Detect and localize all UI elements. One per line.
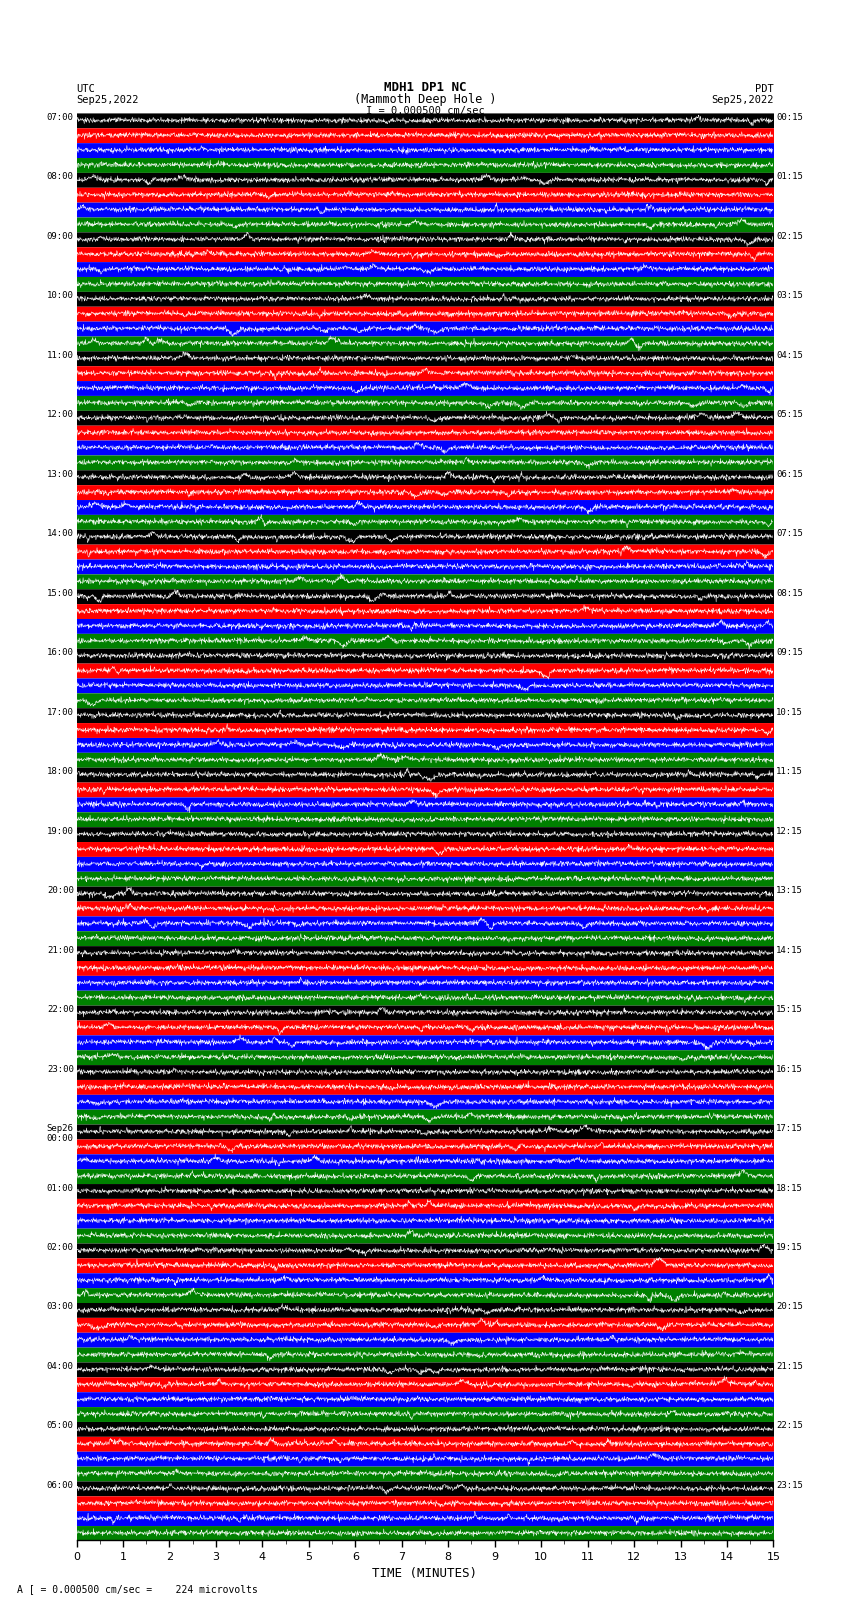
Text: I = 0.000500 cm/sec: I = 0.000500 cm/sec xyxy=(366,106,484,116)
Text: UTC: UTC xyxy=(76,84,95,94)
Text: Sep25,2022: Sep25,2022 xyxy=(711,95,774,105)
Text: A [ = 0.000500 cm/sec =    224 microvolts: A [ = 0.000500 cm/sec = 224 microvolts xyxy=(17,1584,258,1594)
Text: Sep25,2022: Sep25,2022 xyxy=(76,95,139,105)
X-axis label: TIME (MINUTES): TIME (MINUTES) xyxy=(372,1568,478,1581)
Text: MDH1 DP1 NC: MDH1 DP1 NC xyxy=(383,81,467,94)
Text: PDT: PDT xyxy=(755,84,774,94)
Text: (Mammoth Deep Hole ): (Mammoth Deep Hole ) xyxy=(354,92,496,106)
